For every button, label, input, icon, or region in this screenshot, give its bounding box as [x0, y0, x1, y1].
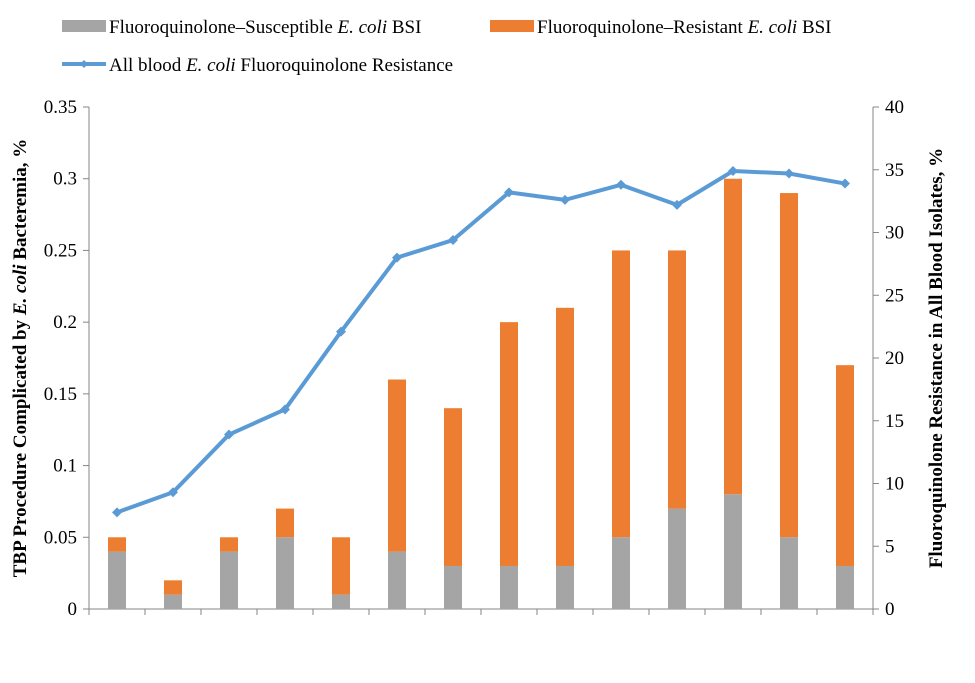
resistance-point — [504, 187, 514, 198]
y-tick-label: 0.1 — [53, 456, 77, 477]
legend-swatch-susceptible — [62, 20, 106, 32]
bar-susceptible — [612, 537, 630, 609]
bar-susceptible — [276, 537, 294, 609]
legend-swatch-resistant — [490, 20, 534, 32]
resistance-point — [728, 166, 738, 177]
y2-tick-label: 0 — [885, 599, 895, 620]
y2-tick-label: 30 — [885, 223, 904, 244]
legend-label-resistant: Fluoroquinolone–Resistant E. coli BSI — [537, 17, 832, 38]
resistance-point — [224, 429, 234, 440]
legend-label-resistance: All blood E. coli Fluoroquinolone Resist… — [109, 55, 453, 76]
bar-resistant — [388, 379, 406, 552]
y2-tick-label: 40 — [885, 97, 904, 118]
bar-susceptible — [556, 565, 574, 609]
bar-resistant — [612, 250, 630, 538]
bar-susceptible — [444, 565, 462, 609]
resistance-line — [116, 169, 846, 515]
bar-susceptible — [724, 494, 742, 609]
resistance-point — [336, 326, 346, 337]
resistance-point — [392, 252, 402, 263]
y2-tick-label: 25 — [885, 285, 904, 306]
bar-resistant — [276, 508, 294, 538]
bar-resistant — [220, 537, 238, 552]
resistance-point — [784, 168, 794, 179]
y-tick-label: 0.25 — [44, 240, 77, 261]
y-tick-label: 0 — [68, 599, 78, 620]
bar-resistant — [724, 178, 742, 495]
bar-susceptible — [668, 508, 686, 609]
bar-resistant — [668, 250, 686, 509]
resistance-point — [112, 507, 122, 518]
y2-tick-label: 35 — [885, 160, 904, 181]
resistance-point — [448, 235, 458, 246]
bar-susceptible — [220, 551, 238, 609]
y2-tick-label: 5 — [885, 536, 895, 557]
bar-susceptible — [164, 594, 182, 609]
legend: Fluoroquinolone–Susceptible E. coli BSI … — [62, 17, 832, 76]
resistance-point — [560, 194, 570, 205]
bar-resistant — [836, 365, 854, 566]
bar-resistant — [108, 537, 126, 552]
y-tick-label: 0.3 — [53, 169, 77, 190]
y2-tick-label: 10 — [885, 474, 904, 495]
legend-label-susceptible: Fluoroquinolone–Susceptible E. coli BSI — [109, 17, 421, 38]
resistance-point — [168, 487, 178, 498]
bar-resistant — [780, 193, 798, 538]
y-tick-label: 0.2 — [53, 312, 77, 333]
resistance-point — [280, 404, 290, 415]
y-tick-label: 0.05 — [44, 527, 77, 548]
bar-susceptible — [332, 594, 350, 609]
bar-susceptible — [836, 565, 854, 609]
resistance-point — [840, 178, 850, 189]
legend-marker-diamond-icon — [80, 60, 88, 68]
bar-resistant — [164, 580, 182, 595]
bar-susceptible — [500, 565, 518, 609]
bar-resistant — [556, 307, 574, 566]
y-tick-label: 0.35 — [44, 97, 77, 118]
y-axis-label: TBP Procedure Complicated by E. coli Bac… — [10, 139, 31, 578]
bar-resistant — [500, 322, 518, 566]
y2-axis-label: Fluoroquinolone Resistance in All Blood … — [926, 148, 947, 568]
bar-susceptible — [780, 537, 798, 609]
resistance-point — [672, 199, 682, 210]
resistance-point — [616, 179, 626, 190]
y-tick-label: 0.15 — [44, 384, 77, 405]
bar-resistant — [444, 408, 462, 566]
bar-resistant — [332, 537, 350, 595]
bar-susceptible — [108, 551, 126, 609]
bar-susceptible — [388, 551, 406, 609]
y2-tick-label: 20 — [885, 348, 904, 369]
y2-tick-label: 15 — [885, 411, 904, 432]
